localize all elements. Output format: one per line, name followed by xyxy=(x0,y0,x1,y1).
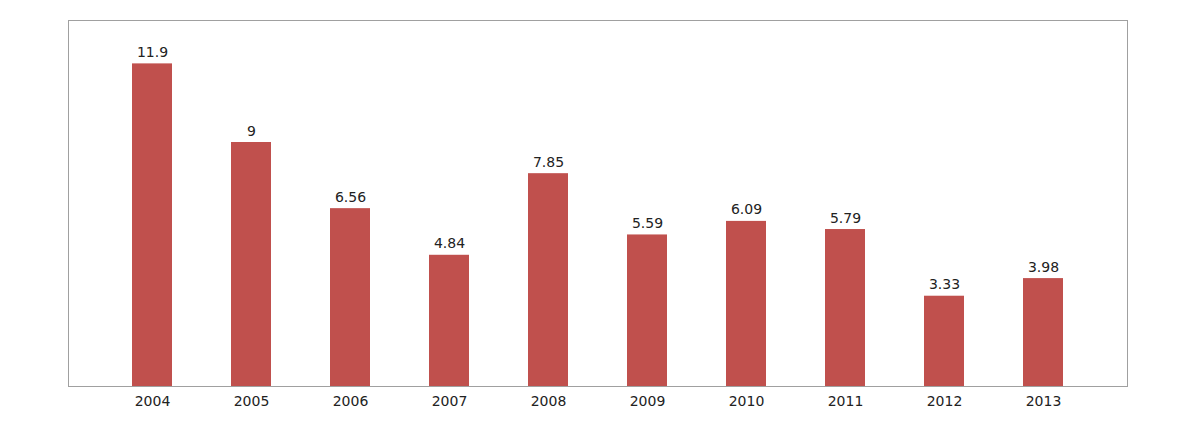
svg-text:11.9: 11.9 xyxy=(137,44,168,60)
svg-text:9: 9 xyxy=(247,123,256,139)
svg-text:3.33: 3.33 xyxy=(929,276,960,292)
svg-text:2004: 2004 xyxy=(135,393,171,409)
svg-text:7.85: 7.85 xyxy=(533,154,564,170)
svg-text:2009: 2009 xyxy=(630,393,666,409)
svg-text:2010: 2010 xyxy=(729,393,765,409)
svg-text:2013: 2013 xyxy=(1026,393,1062,409)
svg-text:2012: 2012 xyxy=(927,393,963,409)
svg-text:6.09: 6.09 xyxy=(731,201,762,217)
svg-text:2011: 2011 xyxy=(828,393,864,409)
svg-text:2005: 2005 xyxy=(234,393,270,409)
svg-text:5.79: 5.79 xyxy=(830,210,861,226)
svg-text:5.59: 5.59 xyxy=(632,215,663,231)
svg-text:6.56: 6.56 xyxy=(335,189,366,205)
svg-text:2008: 2008 xyxy=(531,393,567,409)
svg-text:4.84: 4.84 xyxy=(434,235,465,251)
svg-text:3.98: 3.98 xyxy=(1028,259,1059,275)
svg-text:2007: 2007 xyxy=(432,393,468,409)
svg-text:2006: 2006 xyxy=(333,393,369,409)
